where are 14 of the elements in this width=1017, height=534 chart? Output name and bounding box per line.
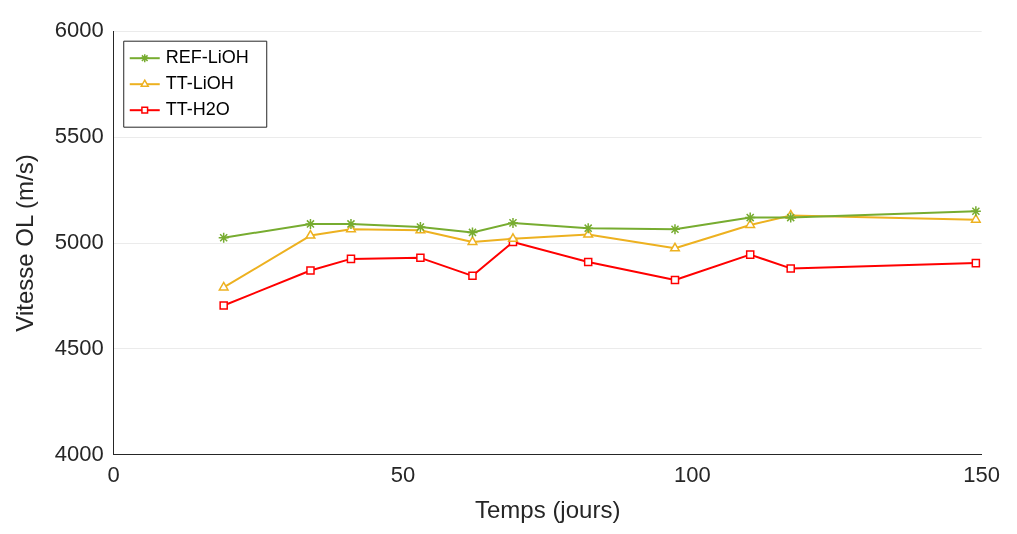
x-tick-label: 50 [390, 462, 416, 488]
legend-label: REF-LiOH [165, 47, 249, 68]
y-tick-label: 6000 [54, 17, 104, 43]
y-tick-label: 4500 [54, 334, 104, 360]
x-tick-label: 150 [963, 462, 1001, 488]
legend-label: TT-LiOH [165, 73, 234, 94]
legend-label: TT-H2O [165, 99, 230, 120]
x-tick-label: 0 [107, 462, 120, 488]
y-tick-label: 5500 [54, 123, 104, 149]
y-tick-label: 5000 [54, 229, 104, 255]
x-tick-label: 100 [673, 462, 711, 488]
y-tick-label: 4000 [54, 440, 104, 466]
y-axis-title: Vitesse OL (m/s) [11, 154, 39, 332]
x-axis-title: Temps (jours) [475, 496, 621, 524]
